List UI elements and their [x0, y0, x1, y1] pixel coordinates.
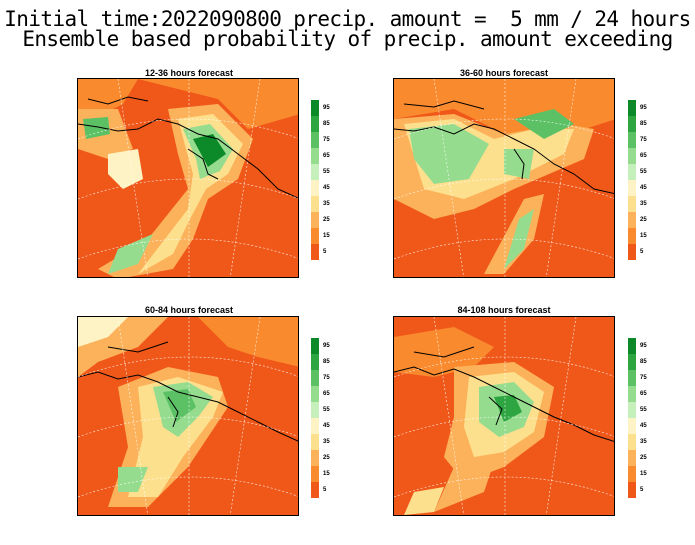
panel-3-colorbar: 95 85 75 65 55 45 35 25 15 5: [311, 338, 341, 498]
colorbar-segment: [628, 116, 636, 132]
main-title-line2: Ensemble based probability of precip. am…: [22, 27, 673, 51]
colorbar-label: 25: [640, 217, 647, 223]
colorbar-segment: [628, 354, 636, 370]
colorbar-label: 5: [323, 249, 327, 255]
colorbar-label: 85: [640, 359, 647, 365]
colorbar-segment: [628, 180, 636, 196]
colorbar-segment: [311, 212, 319, 228]
colorbar-segment: [311, 354, 319, 370]
colorbar-label: 35: [323, 201, 330, 207]
colorbar-segment: [311, 466, 319, 482]
main-title-line1: Initial time:2022090800 precip. amount =…: [4, 7, 691, 31]
colorbar-label: 65: [323, 391, 330, 397]
colorbar-segment: [628, 466, 636, 482]
colorbar-label: 65: [640, 153, 647, 159]
panel-2-map-svg: [394, 79, 614, 277]
panel-2-map: [393, 78, 615, 278]
panel-4-map-svg: [394, 317, 614, 515]
colorbar-segment: [628, 402, 636, 418]
colorbar-segment: [311, 450, 319, 466]
colorbar-label: 45: [640, 185, 647, 191]
colorbar-segment: [628, 450, 636, 466]
colorbar-label: 55: [323, 169, 330, 175]
colorbar-label: 85: [323, 359, 330, 365]
colorbar-label: 45: [640, 423, 647, 429]
colorbar-label: 25: [323, 217, 330, 223]
colorbar-label: 75: [323, 375, 330, 381]
colorbar-segment: [628, 132, 636, 148]
colorbar-segment: [311, 116, 319, 132]
colorbar-segment: [311, 228, 319, 244]
colorbar-label: 55: [640, 407, 647, 413]
colorbar-label: 5: [640, 487, 644, 493]
colorbar-segment: [311, 180, 319, 196]
colorbar-label: 15: [640, 471, 647, 477]
panel-4-colorbar: 95 85 75 65 55 45 35 25 15 5: [628, 338, 658, 498]
colorbar-label: 15: [323, 233, 330, 239]
colorbar-label: 45: [323, 185, 330, 191]
panel-3-map-svg: [78, 317, 298, 515]
colorbar-segment: [311, 148, 319, 164]
colorbar-label: 35: [640, 439, 647, 445]
colorbar-segment: [311, 196, 319, 212]
colorbar-segment: [628, 338, 636, 354]
panel-2-colorbar: 95 85 75 65 55 45 35 25 15 5: [628, 100, 658, 260]
colorbar-label: 95: [323, 343, 330, 349]
panel-3-title: 60-84 hours forecast: [144, 305, 234, 315]
colorbar-segment: [311, 338, 319, 354]
colorbar-label: 15: [640, 233, 647, 239]
colorbar-segment: [628, 148, 636, 164]
colorbar-segment: [628, 228, 636, 244]
colorbar-label: 85: [323, 121, 330, 127]
colorbar-label: 5: [323, 487, 327, 493]
panel-4-map: [393, 316, 615, 516]
panel-1-title: 12-36 hours forecast: [144, 68, 234, 78]
colorbar-segment: [311, 386, 319, 402]
panel-3-map: [77, 316, 299, 516]
panel-4-title: 84-108 hours forecast: [457, 305, 551, 315]
colorbar-segment: [311, 402, 319, 418]
colorbar-segment: [311, 244, 319, 260]
colorbar-label: 95: [323, 105, 330, 111]
colorbar-label: 85: [640, 121, 647, 127]
panel-1-map: [77, 78, 299, 278]
colorbar-segment: [628, 482, 636, 498]
panel-1-colorbar: 95 85 75 65 55 45 35 25 15 5: [311, 100, 341, 260]
colorbar-label: 25: [640, 455, 647, 461]
colorbar-segment: [628, 164, 636, 180]
colorbar-label: 95: [640, 343, 647, 349]
colorbar-segment: [628, 370, 636, 386]
colorbar-label: 65: [323, 153, 330, 159]
colorbar-label: 35: [640, 201, 647, 207]
colorbar-segment: [628, 196, 636, 212]
colorbar-segment: [628, 100, 636, 116]
colorbar-label: 75: [640, 137, 647, 143]
colorbar-label: 55: [640, 169, 647, 175]
colorbar-label: 45: [323, 423, 330, 429]
colorbar-label: 55: [323, 407, 330, 413]
panel-2-title: 36-60 hours forecast: [459, 68, 549, 78]
colorbar-label: 35: [323, 439, 330, 445]
colorbar-label: 15: [323, 471, 330, 477]
colorbar-segment: [311, 434, 319, 450]
colorbar-segment: [311, 482, 319, 498]
colorbar-segment: [311, 370, 319, 386]
colorbar-label: 25: [323, 455, 330, 461]
colorbar-segment: [628, 418, 636, 434]
colorbar-label: 75: [640, 375, 647, 381]
colorbar-segment: [628, 212, 636, 228]
colorbar-segment: [628, 244, 636, 260]
colorbar-segment: [311, 132, 319, 148]
panel-1-map-svg: [78, 79, 298, 277]
colorbar-label: 5: [640, 249, 644, 255]
colorbar-label: 65: [640, 391, 647, 397]
colorbar-label: 75: [323, 137, 330, 143]
colorbar-segment: [628, 386, 636, 402]
colorbar-segment: [311, 100, 319, 116]
colorbar-segment: [628, 434, 636, 450]
colorbar-label: 95: [640, 105, 647, 111]
colorbar-segment: [311, 164, 319, 180]
colorbar-segment: [311, 418, 319, 434]
